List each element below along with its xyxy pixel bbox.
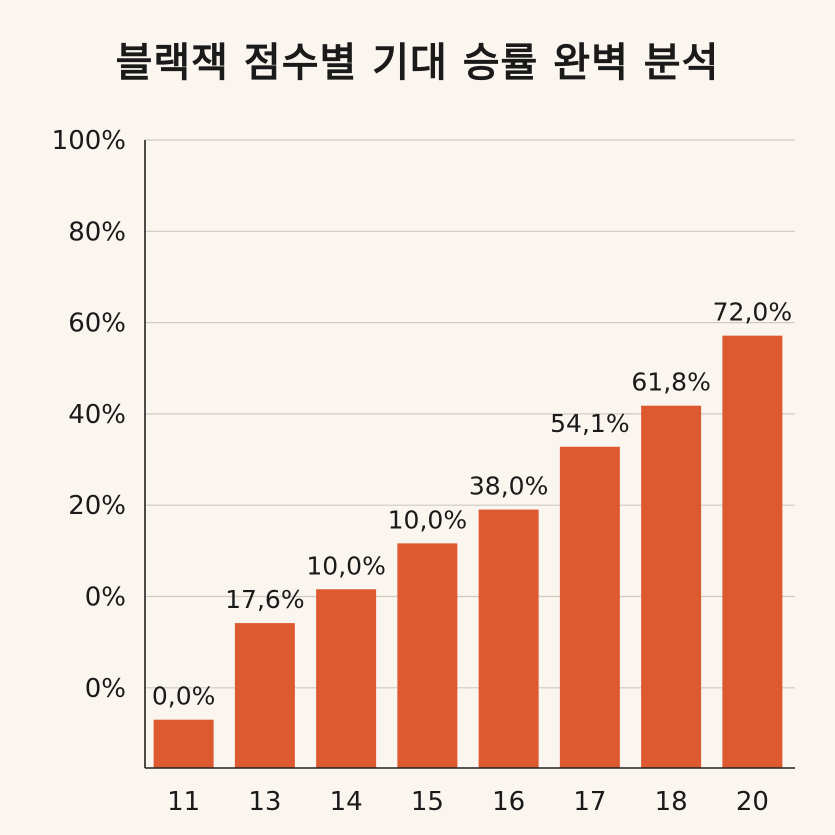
x-tick-label: 13 [248, 787, 281, 817]
bar [559, 446, 620, 768]
x-tick-label: 20 [736, 787, 769, 817]
bar [722, 335, 783, 768]
bar [153, 719, 214, 768]
y-tick-label: 40% [68, 400, 126, 430]
bar [397, 543, 458, 768]
x-tick-label: 14 [330, 787, 363, 817]
data-label: 17,6% [225, 585, 304, 614]
bar [234, 623, 295, 768]
bar [641, 405, 702, 768]
x-tick-label: 16 [492, 787, 525, 817]
data-label: 72,0% [713, 298, 792, 327]
x-tick-label: 15 [411, 787, 444, 817]
x-tick-label: 11 [167, 787, 200, 817]
data-label: 54,1% [550, 409, 629, 438]
y-tick-label: 0% [85, 674, 126, 704]
x-tick-label: 17 [573, 787, 606, 817]
y-tick-label: 0% [85, 583, 126, 613]
x-tick-label: 18 [655, 787, 688, 817]
data-label: 38,0% [469, 472, 548, 501]
data-label: 10,0% [388, 505, 467, 534]
y-tick-label: 60% [68, 309, 126, 339]
y-tick-label: 80% [68, 217, 126, 247]
bar [478, 509, 539, 768]
data-label: 61,8% [631, 368, 710, 397]
data-label: 0,0% [152, 682, 216, 711]
bar [316, 589, 377, 768]
data-label: 10,0% [306, 551, 385, 580]
y-tick-label: 20% [68, 491, 126, 521]
chart-title: 블랙잭 점수별 기대 승률 완벽 분석 [115, 40, 720, 86]
y-tick-label: 100% [52, 126, 126, 156]
